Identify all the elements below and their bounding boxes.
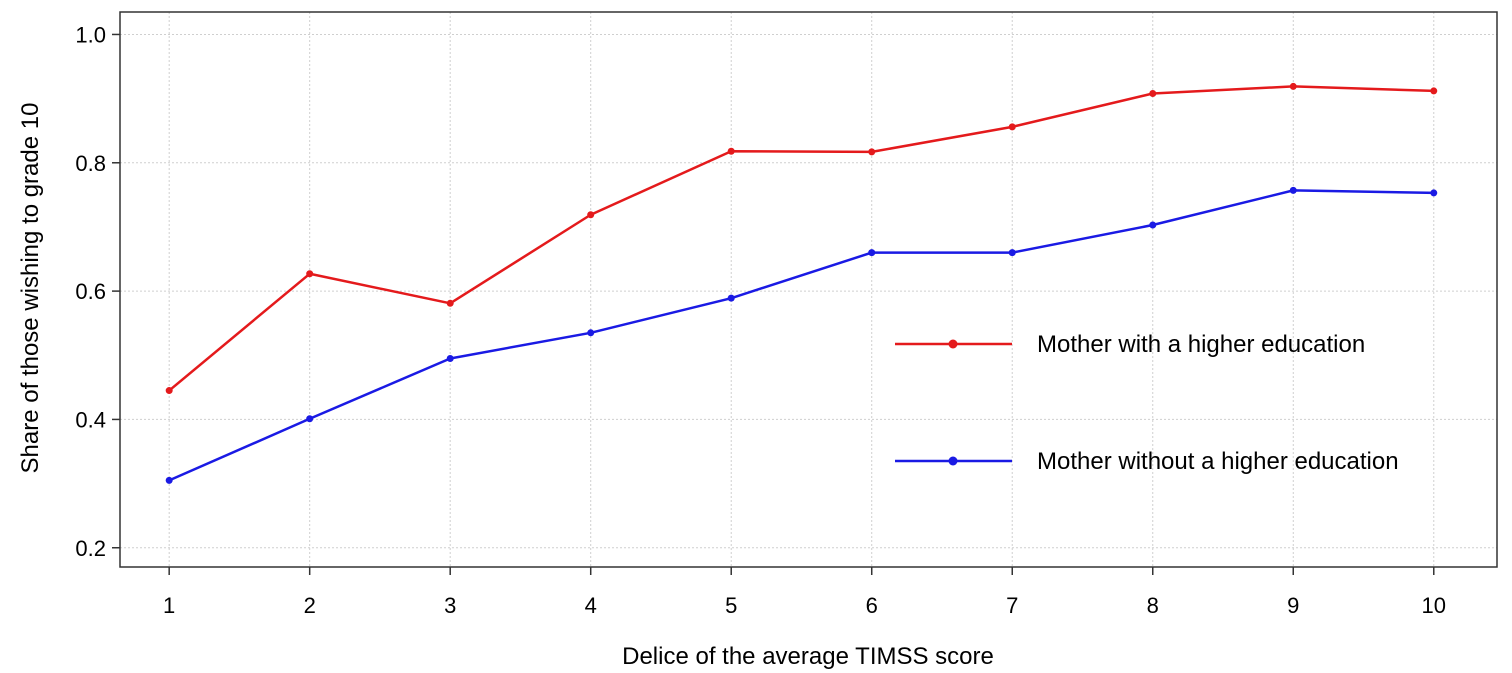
x-tick-label: 9 [1287, 593, 1299, 618]
legend: Mother with a higher education Mother wit… [895, 331, 1399, 475]
x-axis: 1 2 3 4 5 6 7 8 9 10 [163, 567, 1446, 618]
x-axis-title: Delice of the average TIMSS score [622, 643, 994, 670]
y-tick-label: 0.2 [75, 536, 106, 561]
y-tick-label: 0.4 [75, 407, 106, 432]
data-point-series-2 [587, 329, 595, 337]
data-point-series-2 [1430, 189, 1438, 197]
data-point-series-2 [868, 249, 876, 257]
data-point-series-1 [1430, 87, 1438, 95]
series-layer [165, 82, 1438, 484]
data-point-series-1 [727, 147, 735, 155]
x-tick-label: 6 [866, 593, 878, 618]
y-tick-label: 1.0 [75, 22, 106, 47]
x-tick-label: 1 [163, 593, 175, 618]
grid-lines [120, 12, 1497, 567]
legend-label: Mother without a higher education [1037, 448, 1399, 475]
data-point-series-2 [727, 294, 735, 302]
data-point-series-1 [1149, 89, 1157, 97]
data-point-series-2 [1289, 186, 1297, 194]
data-point-series-2 [1008, 249, 1016, 257]
legend-swatch-marker [948, 339, 958, 349]
x-tick-label: 7 [1006, 593, 1018, 618]
data-point-series-2 [1149, 221, 1157, 229]
legend-label: Mother with a higher education [1037, 331, 1365, 358]
series-line-1 [168, 85, 1434, 392]
y-tick-label: 0.6 [75, 279, 106, 304]
y-axis: 0.2 0.4 0.6 0.8 1.0 [75, 22, 120, 561]
data-point-series-1 [1008, 123, 1016, 131]
data-point-series-1 [165, 387, 173, 395]
x-tick-label: 8 [1147, 593, 1159, 618]
data-point-series-1 [446, 299, 454, 307]
y-axis-title: Share of those wishing to grade 10 [17, 103, 44, 474]
data-point-series-1 [1289, 82, 1297, 90]
legend-swatch-marker [948, 456, 958, 466]
x-tick-label: 5 [725, 593, 737, 618]
data-point-series-2 [306, 415, 314, 423]
data-point-series-1 [868, 148, 876, 156]
data-point-series-1 [587, 211, 595, 219]
y-tick-label: 0.8 [75, 151, 106, 176]
x-tick-label: 3 [444, 593, 456, 618]
series-line-2 [168, 189, 1434, 482]
data-point-series-2 [446, 354, 454, 362]
x-tick-label: 2 [304, 593, 316, 618]
data-point-series-1 [306, 270, 314, 278]
data-point-series-2 [165, 476, 173, 484]
plot-frame [119, 11, 1498, 568]
x-tick-label: 4 [585, 593, 597, 618]
x-tick-label: 10 [1422, 593, 1446, 618]
